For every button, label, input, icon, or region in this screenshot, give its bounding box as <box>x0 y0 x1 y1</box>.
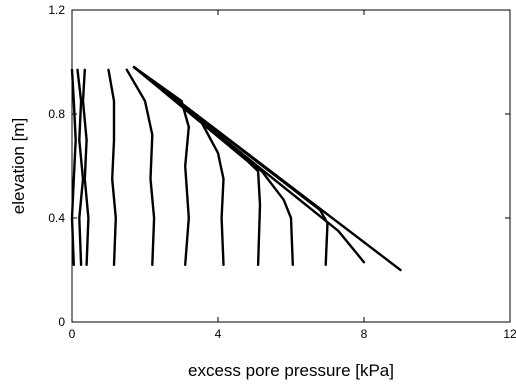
series-line-3 <box>81 68 90 266</box>
x-tick-label: 4 <box>215 327 222 341</box>
y-tick-label: 0 <box>58 315 65 329</box>
series-line-1 <box>70 68 77 266</box>
series-lines <box>70 66 402 272</box>
x-tick-label: 12 <box>503 327 516 341</box>
y-tick-label: 0.4 <box>48 211 65 225</box>
series-line-11 <box>132 66 366 264</box>
y-axis-label: elevation [m] <box>9 118 28 214</box>
x-tick-label: 0 <box>69 327 76 341</box>
x-tick-label: 8 <box>361 327 368 341</box>
plot-frame <box>71 9 511 323</box>
axis-ticks: 0 4 8 12 0 0.4 0.8 1.2 <box>48 3 516 341</box>
y-tick-label: 0.8 <box>48 107 65 121</box>
series-line-6 <box>132 66 190 266</box>
series-line-4 <box>107 68 117 266</box>
series-line-2 <box>76 68 85 266</box>
series-line-7 <box>132 66 225 266</box>
series-line-12 <box>132 66 402 272</box>
series-line-9 <box>132 66 294 266</box>
x-axis-label: excess pore pressure [kPa] <box>188 361 394 380</box>
y-tick-label: 1.2 <box>48 3 65 17</box>
series-line-10 <box>132 66 329 266</box>
series-line-5 <box>125 68 156 266</box>
